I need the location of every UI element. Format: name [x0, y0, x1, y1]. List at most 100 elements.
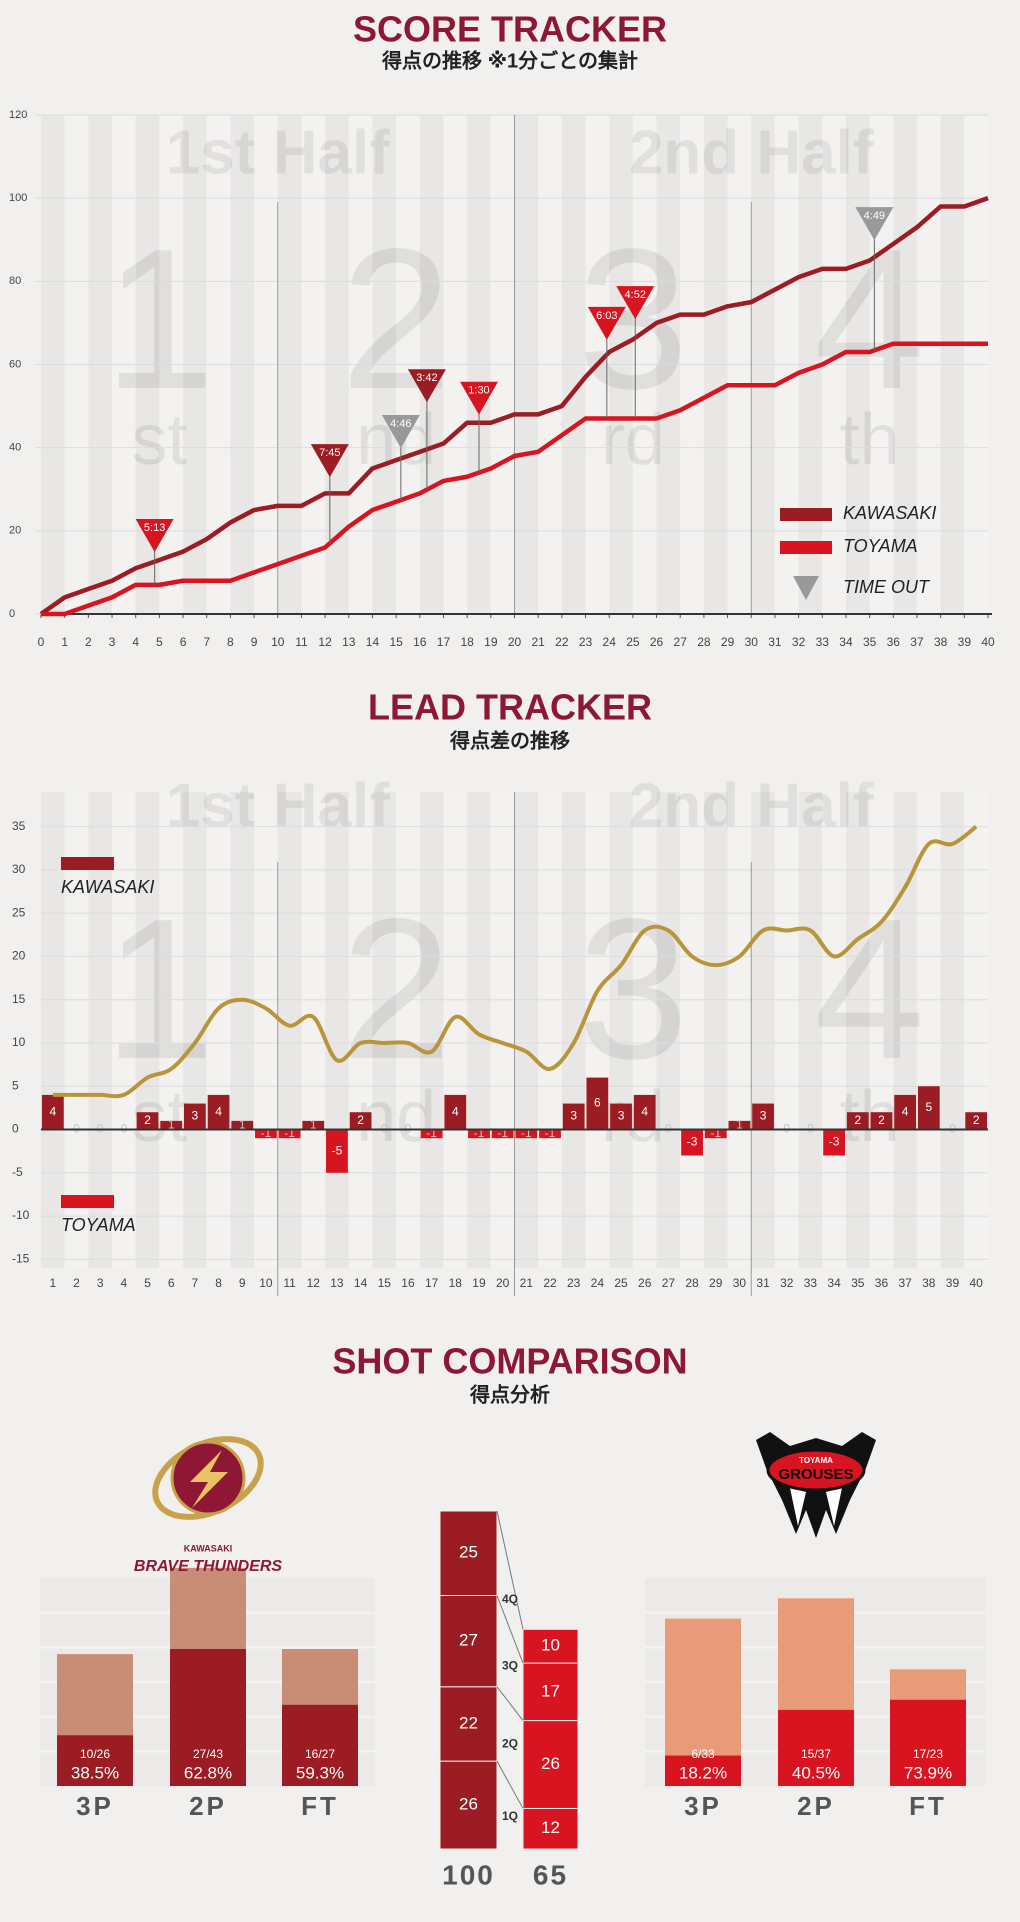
- made-bar: [778, 1709, 854, 1786]
- quarter-watermark: 3: [577, 878, 688, 1101]
- bar-value-label: -1: [545, 1126, 556, 1140]
- stripe: [585, 792, 610, 1268]
- x-tick-label: 28: [697, 635, 711, 649]
- legend-label: TOYAMA: [843, 536, 918, 556]
- x-tick-label: 16: [401, 1276, 415, 1290]
- stripe: [183, 792, 207, 1268]
- stripe: [254, 792, 278, 1268]
- made-bar: [282, 1704, 358, 1786]
- x-tick-label: 23: [567, 1276, 581, 1290]
- x-tick-label: 3: [97, 1276, 104, 1290]
- stripe: [774, 792, 799, 1268]
- quarter-points-label: 26: [459, 1795, 478, 1814]
- x-tick-label: 40: [969, 1276, 983, 1290]
- total-label: 65: [533, 1859, 568, 1890]
- x-tick-label: 26: [638, 1276, 652, 1290]
- chart-subtitle: 得点の推移 ※1分ごとの集計: [381, 48, 638, 72]
- lead-bar: [633, 1094, 656, 1130]
- half-watermark: 1st Half: [166, 771, 390, 840]
- pct-label: 73.9%: [904, 1763, 952, 1782]
- x-tick-label: 13: [342, 635, 356, 649]
- x-tick-label: 10: [271, 635, 285, 649]
- lead-bar: [160, 1120, 183, 1130]
- x-tick-label: 18: [460, 635, 474, 649]
- legend-swatch: [780, 541, 832, 554]
- stripe: [893, 792, 917, 1268]
- x-tick-label: 20: [508, 635, 522, 649]
- quarter-connector: [496, 1760, 524, 1809]
- timeout-label: 7:45: [319, 447, 340, 459]
- legend-swatch: [61, 1195, 114, 1208]
- x-tick-label: 26: [650, 635, 664, 649]
- ratio-label: 17/23: [913, 1747, 943, 1761]
- x-tick-label: 15: [389, 635, 403, 649]
- quarter-watermark: 1: [104, 208, 215, 431]
- y-tick-label: 35: [12, 819, 26, 833]
- lead-bar: [586, 1077, 609, 1130]
- bar-value-label: 1: [736, 1117, 743, 1131]
- x-tick-label: 32: [780, 1276, 794, 1290]
- lead-line: [52, 825, 978, 1099]
- lead-bar: [539, 1129, 561, 1139]
- bar-value-label: 2: [878, 1113, 885, 1127]
- lead-bar: [610, 1103, 632, 1130]
- chart-subtitle: 得点差の推移: [449, 728, 570, 752]
- x-tick-label: 18: [449, 1276, 463, 1290]
- bar-value-label: 4: [641, 1104, 648, 1118]
- stripe: [88, 792, 113, 1268]
- stripe: [869, 792, 894, 1268]
- quarter-watermark: 4: [814, 208, 925, 431]
- stripe: [372, 792, 397, 1268]
- logo-bolt: [190, 1450, 228, 1508]
- x-tick-label: 12: [318, 635, 332, 649]
- timeout-label: 4:46: [390, 418, 411, 430]
- x-tick-label: 36: [887, 635, 901, 649]
- y-tick-label: 10: [12, 1035, 26, 1049]
- chart-title: SHOT COMPARISON: [332, 1341, 687, 1382]
- x-tick-label: 6: [168, 1276, 175, 1290]
- stripe: [301, 792, 326, 1268]
- x-tick-label: 24: [591, 1276, 605, 1290]
- timeout-label: 5:13: [144, 522, 165, 534]
- quarter-points-label: 27: [459, 1631, 478, 1650]
- x-tick-label: 39: [958, 635, 972, 649]
- timeout-marker: [616, 286, 655, 320]
- lead-bar: [917, 1086, 940, 1130]
- stripe: [396, 792, 420, 1268]
- y-tick-label: 30: [12, 862, 26, 876]
- x-tick-label: 7: [192, 1276, 199, 1290]
- timeout-label: 4:49: [864, 210, 885, 222]
- x-tick-label: 33: [804, 1276, 818, 1290]
- stripe: [348, 792, 373, 1268]
- lead-bar: [468, 1129, 490, 1139]
- y-tick-label: 60: [9, 358, 21, 370]
- stripe: [443, 792, 468, 1268]
- stripe: [609, 792, 633, 1268]
- quarter-segment: [439, 1760, 498, 1850]
- x-tick-label: 20: [496, 1276, 510, 1290]
- bar-value-label: 6: [594, 1096, 601, 1110]
- lead-bar: [231, 1120, 254, 1130]
- lead-bar: [136, 1112, 159, 1130]
- legend-swatch: [780, 508, 832, 521]
- x-tick-label: 5: [156, 635, 163, 649]
- lead-bar: [255, 1129, 277, 1139]
- score-line: [41, 341, 988, 617]
- lead-bar: [515, 1129, 538, 1139]
- bar-value-label: -1: [426, 1126, 437, 1140]
- logo-fangs: [790, 1488, 842, 1526]
- x-tick-label: 1: [61, 635, 68, 649]
- x-tick-label: 22: [543, 1276, 557, 1290]
- bar-value-label: -3: [687, 1135, 698, 1149]
- y-tick-label: 20: [9, 525, 21, 537]
- lead-bar: [870, 1112, 893, 1130]
- lead-bar: [302, 1120, 325, 1130]
- quarter-segment: [439, 1686, 498, 1762]
- x-tick-label: 37: [898, 1276, 912, 1290]
- timeout-marker: [459, 381, 498, 415]
- half-watermark: 2nd Half: [629, 118, 874, 187]
- bar-value-label: 4: [902, 1104, 909, 1118]
- quarter-points-label: 25: [459, 1543, 478, 1562]
- stripe: [419, 792, 444, 1268]
